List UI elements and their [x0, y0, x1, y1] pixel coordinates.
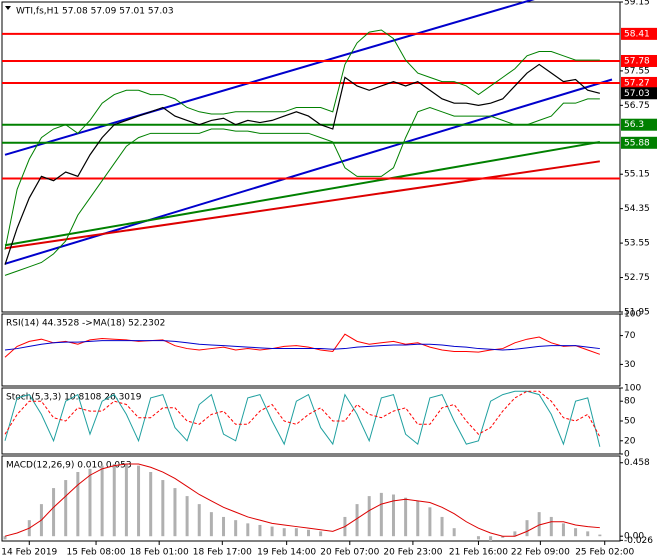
x-tick-label: 15 Feb 08:00: [67, 548, 126, 558]
series-line: [4, 463, 600, 537]
series-line: [4, 390, 601, 447]
level-box: [621, 27, 657, 40]
menu-arrow: [5, 6, 11, 10]
panel-title: MACD(12,26,9) 0.010 0.053: [6, 461, 132, 471]
y-tick-label: 100: [624, 310, 641, 320]
series-line: [4, 98, 600, 276]
y-tick-label: -0.026: [624, 536, 653, 546]
y-tick-label: 0.00: [624, 532, 644, 542]
x-tick-label: 25 Feb 02:00: [575, 548, 634, 558]
level-label: 57.78: [624, 56, 650, 66]
level-box: [621, 76, 657, 89]
y-tick-label: 0.458: [624, 458, 650, 468]
y-tick-label: 50: [624, 417, 636, 427]
y-tick-label: 80: [624, 397, 636, 407]
level-label: 58.41: [624, 29, 650, 39]
x-tick-label: 20 Feb 23:00: [383, 548, 442, 558]
x-tick-label: 18 Feb 01:00: [130, 548, 189, 558]
y-tick-label: 30: [624, 360, 636, 370]
y-tick-label: 51.95: [624, 308, 650, 318]
series-line: [4, 63, 601, 265]
series-line: [4, 390, 601, 438]
level-box: [621, 54, 657, 67]
panel-title: Stoch(5,3,3) 10.8108 26.3019: [6, 393, 142, 403]
x-tick-label: 21 Feb 16:00: [449, 548, 508, 558]
panel-frame: [1, 313, 621, 387]
level-label: 55.88: [624, 138, 650, 148]
series-line: [4, 340, 600, 351]
y-tick-label: 57.55: [624, 66, 650, 76]
x-tick-label: 19 Feb 14:00: [257, 548, 316, 558]
y-tick-label: 56.75: [624, 101, 650, 111]
level-box: [621, 136, 657, 149]
y-tick-label: 53.55: [624, 239, 650, 249]
x-tick-label: 14 Feb 2019: [1, 548, 57, 558]
y-tick-label: 55.15: [624, 170, 650, 180]
y-tick-label: 20: [624, 436, 636, 446]
trend-line: [4, 140, 601, 247]
panel-title: WTI,fs,H1 57.08 57.09 57.01 57.03: [16, 7, 174, 17]
y-tick-label: 100: [624, 384, 641, 394]
panel-title: RSI(14) 44.3528 ->MA(18) 52.2302: [6, 319, 165, 329]
x-tick-label: 20 Feb 07:00: [320, 548, 379, 558]
x-tick-label: 22 Feb 09:00: [511, 548, 570, 558]
panel-frame: [1, 1, 621, 313]
trend-line: [4, 0, 535, 156]
price-box: [621, 87, 657, 100]
price-label: 57.03: [624, 89, 650, 99]
y-tick-label: 54.35: [624, 204, 650, 214]
panel-frame: [1, 455, 621, 542]
x-tick-label: 18 Feb 17:00: [193, 548, 252, 558]
y-tick-label: 59.15: [624, 0, 650, 8]
series-line: [4, 333, 601, 358]
series-line: [4, 29, 600, 250]
level-label: 56.3: [624, 120, 644, 130]
y-tick-label: 0: [624, 450, 630, 460]
y-tick-label: 52.75: [624, 273, 650, 283]
y-tick-label: 70: [624, 331, 636, 341]
level-box: [621, 118, 657, 131]
level-label: 57.27: [624, 78, 650, 88]
trend-line: [4, 160, 601, 250]
